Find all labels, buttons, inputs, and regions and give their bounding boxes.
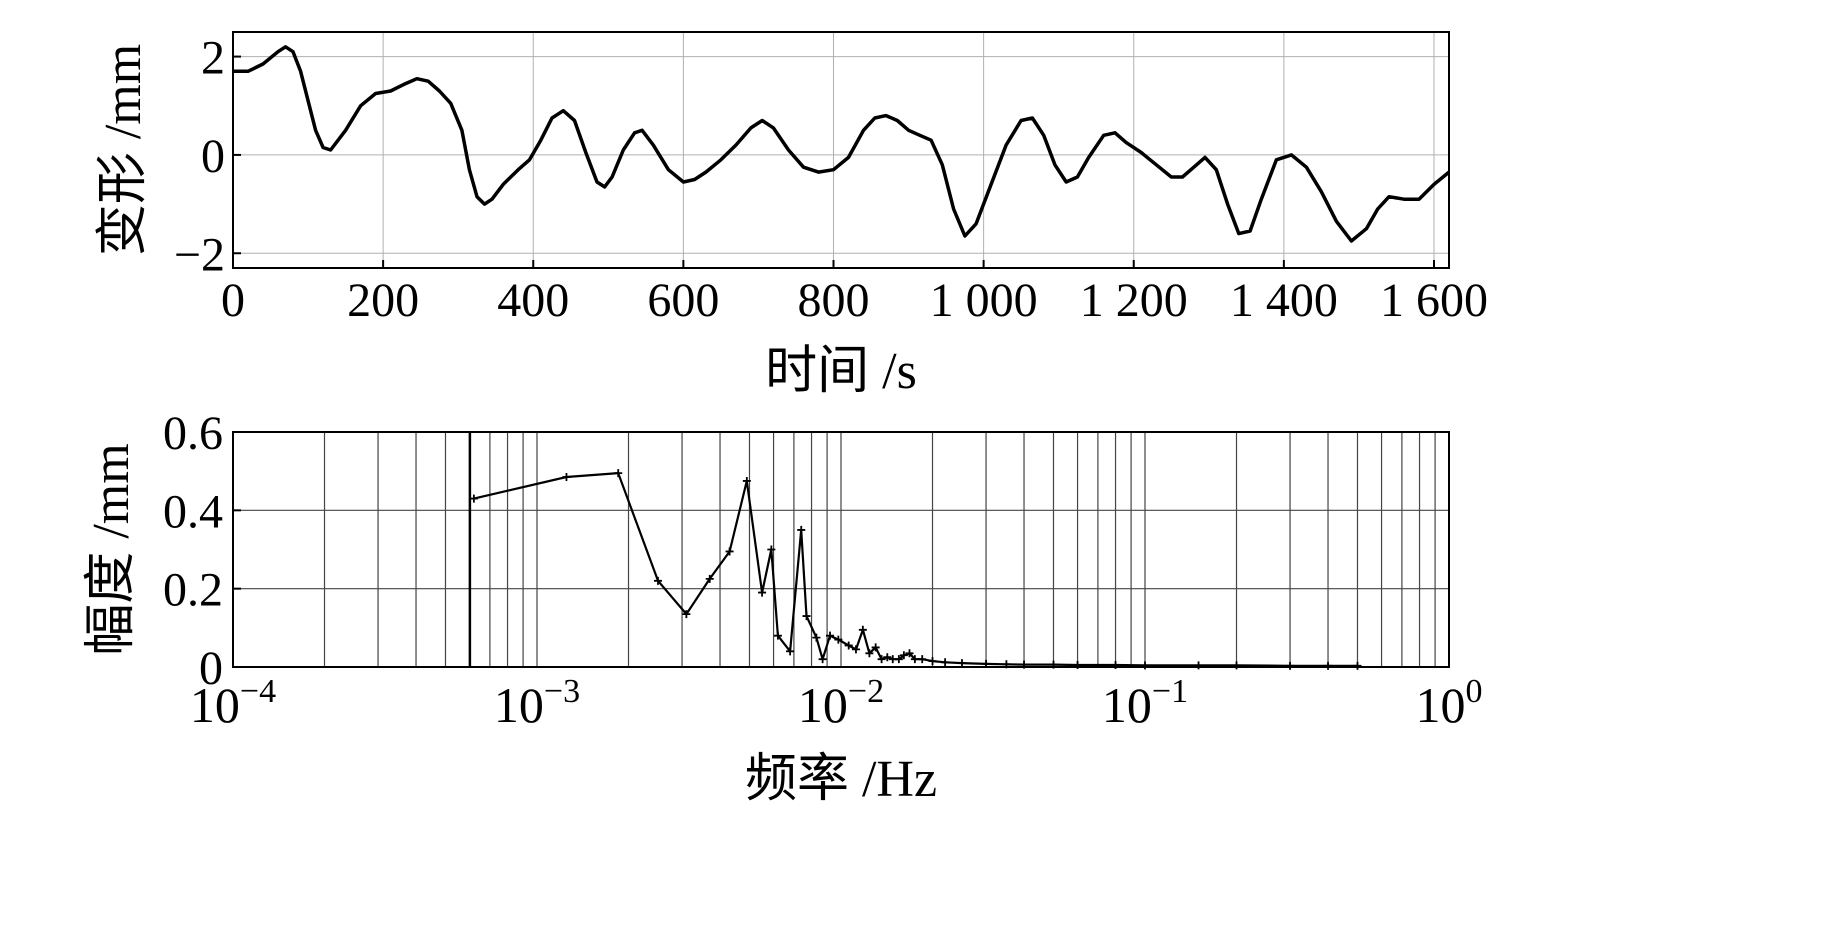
x-tick-label: 10−3 [494, 673, 580, 733]
amplitude-point [825, 631, 834, 640]
amplitude-point [834, 635, 843, 644]
amplitude-point [1286, 661, 1295, 670]
amplitude-point [858, 625, 867, 634]
amplitude-point [705, 574, 714, 583]
amplitude-point [899, 651, 908, 660]
deformation-time-chart: 0 200 400 600 800 1 000 1 200 1 400 1 600−202时间 … [95, 31, 1488, 400]
amplitude-point [682, 610, 691, 619]
amplitude-point [910, 655, 919, 664]
amplitude-point [1232, 661, 1241, 670]
plot-frame [232, 31, 1450, 269]
amplitude-point [797, 525, 806, 534]
x-tick-label: 600 [647, 274, 719, 327]
amplitude-point [653, 576, 662, 585]
amplitude-point [802, 612, 811, 621]
amplitude-point [1073, 661, 1082, 670]
amplitude-point [905, 649, 914, 658]
amplitude-point [812, 633, 821, 642]
y-tick-label: 0 [199, 642, 223, 695]
amplitude-point [614, 469, 623, 478]
x-tick-label: 400 [497, 274, 569, 327]
amplitude-point [894, 655, 903, 664]
x-tick-label: 200 [347, 274, 419, 327]
y-tick-label: 0.2 [163, 564, 223, 617]
amplitude-point [742, 476, 751, 485]
amplitude-point [851, 645, 860, 654]
amplitude-point [725, 547, 734, 556]
y-tick-label: 2 [201, 32, 225, 85]
amplitude-point [773, 631, 782, 640]
x-tick-label: 0 [221, 274, 245, 327]
x-tick-label: 1 400 [1230, 274, 1338, 327]
x-tick-label: 10−1 [1102, 673, 1188, 733]
amplitude-frequency-chart: 10−4 10−3 10−2 10−1 100 0 0.2 0.4 0.6 频率 /Hz 幅度 /m… [83, 407, 1483, 808]
y-axis-label: 变形 /mm [95, 44, 152, 256]
deformation-series-line [233, 45, 1451, 243]
amplitude-point [1049, 660, 1058, 669]
amplitude-point [767, 545, 776, 554]
y-tick-label: 0 [201, 130, 225, 183]
x-tick-label: 10−2 [798, 673, 884, 733]
amplitude-series-line [473, 472, 1358, 667]
y-tick-label: 0.4 [163, 485, 223, 538]
y-axis-label: 幅度 /mm [83, 443, 140, 655]
x-tick-label: 800 [797, 274, 869, 327]
y-tick-label: 0.6 [163, 407, 223, 460]
amplitude-point [818, 655, 827, 664]
amplitude-point [865, 649, 874, 658]
x-axis-label: 频率 /Hz [745, 751, 937, 808]
amplitude-point [1111, 661, 1120, 670]
y-tick-label: −2 [174, 228, 225, 281]
amplitude-point [928, 657, 937, 666]
amplitude-point [1353, 661, 1362, 670]
amplitude-point [1002, 660, 1011, 669]
amplitude-point [469, 494, 478, 503]
amplitude-point [1141, 661, 1149, 670]
x-tick-label: 100 [1416, 673, 1483, 733]
plot-frame [232, 431, 1450, 668]
amplitude-point [871, 643, 880, 652]
amplitude-point [1194, 661, 1203, 670]
x-tick-label: 1 200 [1080, 274, 1188, 327]
amplitude-point [758, 588, 767, 597]
amplitude-point [844, 641, 853, 650]
amplitude-point [1020, 660, 1029, 669]
amplitude-point [918, 655, 927, 664]
amplitude-point [883, 653, 892, 662]
x-axis-label: 时间 /s [765, 343, 917, 400]
amplitude-point [982, 659, 991, 668]
amplitude-point [877, 655, 886, 664]
amplitude-point [1324, 661, 1333, 670]
x-tick-label: 10−4 [190, 673, 276, 733]
x-tick-label: 1 000 [930, 274, 1038, 327]
amplitude-point [957, 659, 966, 668]
amplitude-point [941, 658, 950, 667]
x-tick-label: 1 600 [1380, 274, 1488, 327]
amplitude-point [562, 473, 571, 482]
amplitude-point [786, 647, 795, 656]
